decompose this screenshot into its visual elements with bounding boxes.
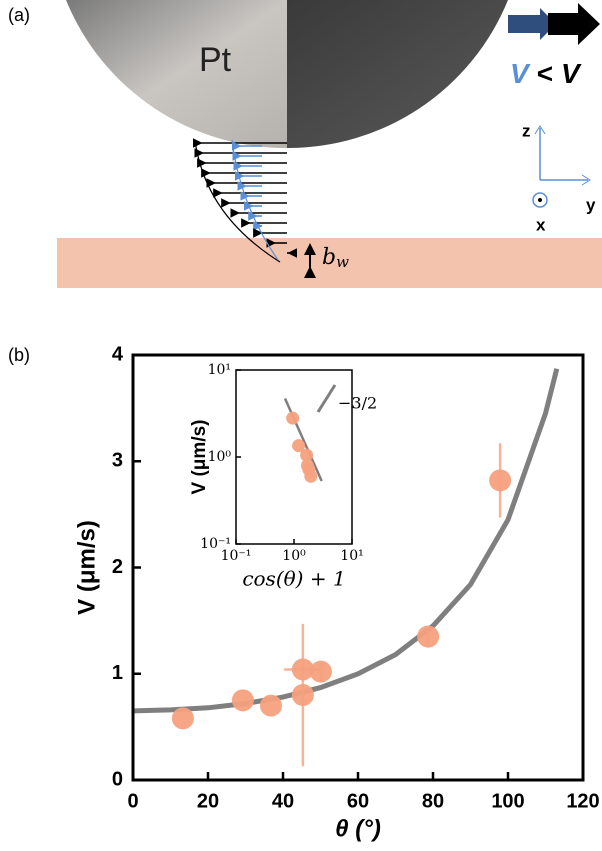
- y-tick-label: 10¹: [208, 362, 231, 378]
- fit-line: [133, 368, 560, 714]
- data-point: [291, 658, 314, 681]
- x-tick-label: 40: [272, 790, 294, 812]
- data-point: [304, 469, 318, 483]
- y-tick-label: 10⁻¹: [200, 536, 231, 552]
- inset-bg: [236, 370, 352, 544]
- data-point: [260, 694, 282, 717]
- data-point: [489, 469, 512, 492]
- x-tick-label: 60: [347, 790, 369, 812]
- data-point: [292, 439, 306, 453]
- axis-z-head: [534, 125, 546, 135]
- x-tick-label: 100: [491, 790, 524, 812]
- x-axis-label: θ (°): [335, 815, 381, 842]
- data-point: [171, 707, 194, 730]
- y-axis-label: V (μm/s): [189, 420, 210, 495]
- plot-frame: [131, 353, 585, 782]
- slip-label: bw: [322, 245, 349, 271]
- axis-x: [532, 192, 548, 208]
- y-tick-label: 0: [112, 768, 123, 790]
- axis-x-dot: [538, 198, 542, 202]
- y-axis-label: V (μm/s): [73, 520, 100, 615]
- sphere-right: [287, 0, 508, 149]
- x-axis-label: cos(θ) + 1: [242, 567, 345, 591]
- plot-area: [283, 397, 323, 483]
- x-tick-label: 80: [422, 790, 444, 812]
- axis-label: y: [586, 195, 596, 214]
- slope-guide: [316, 384, 337, 413]
- plot-area: [133, 368, 560, 767]
- y-tick-label: 4: [112, 343, 124, 365]
- x-tick-label: 10⁻¹: [221, 548, 252, 564]
- arrow-blue: [508, 8, 556, 40]
- slip-sub: w: [336, 253, 349, 271]
- x-tick-label: 10⁰: [282, 548, 306, 564]
- axis-label: x: [536, 215, 546, 234]
- data-point: [309, 660, 332, 683]
- panel-label: (a): [8, 5, 30, 25]
- speed-black: V: [561, 58, 582, 89]
- data-point: [417, 625, 440, 648]
- flow-profile: [194, 139, 281, 263]
- speed-compare: V < V: [510, 58, 582, 89]
- slope-label: −3/2: [338, 394, 377, 413]
- axis-label: z: [522, 121, 531, 140]
- flow-arrows: [193, 138, 297, 258]
- x-tick-label: 10¹: [340, 548, 363, 564]
- arrow-black: [548, 3, 600, 45]
- y-tick-label: 1: [112, 662, 123, 684]
- speed-blue: V: [510, 58, 531, 89]
- substrate: [57, 238, 602, 288]
- plot-frame: [235, 369, 353, 545]
- x-tick-label: 20: [197, 790, 219, 812]
- flow-profile-blue: [231, 139, 279, 261]
- data-point: [291, 684, 314, 706]
- panel-label: (b): [8, 345, 30, 365]
- speed-lt: <: [537, 58, 553, 89]
- sphere-label: Pt: [199, 41, 232, 79]
- axis-y-head: [581, 174, 591, 186]
- data-point: [231, 689, 254, 712]
- sphere-left: [66, 0, 287, 149]
- data-point: [300, 448, 314, 462]
- y-tick-label: 10⁰: [208, 449, 232, 465]
- y-tick-label: 2: [112, 556, 123, 578]
- slip-base: b: [322, 245, 336, 270]
- x-tick-label: 0: [127, 790, 138, 812]
- data-point: [286, 411, 300, 425]
- y-tick-label: 3: [112, 450, 123, 472]
- x-tick-label: 120: [566, 790, 599, 812]
